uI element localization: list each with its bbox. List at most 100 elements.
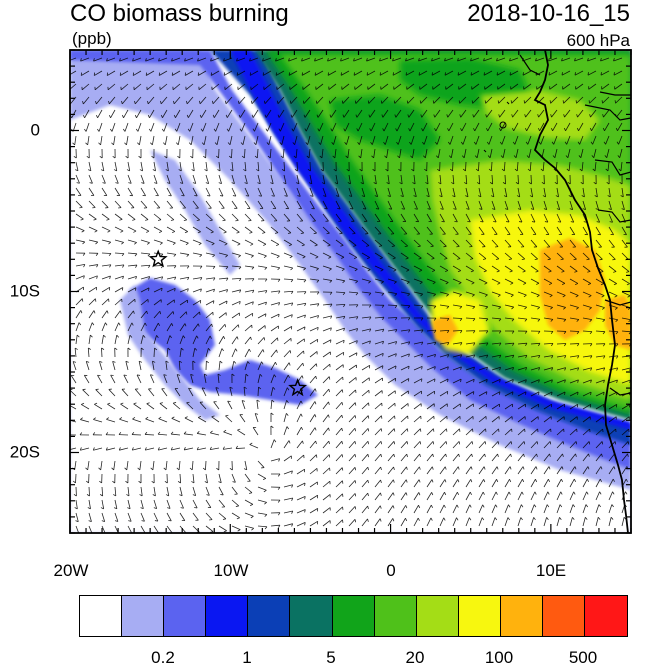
wind-barb-feather bbox=[353, 257, 358, 260]
wind-barb-feather bbox=[479, 208, 483, 210]
wind-barb-feather bbox=[420, 317, 424, 321]
wind-barb-feather bbox=[87, 507, 91, 510]
wind-barb bbox=[329, 96, 337, 104]
wind-barb-feather bbox=[235, 348, 238, 352]
wind-barb bbox=[218, 187, 224, 197]
wind-barb-feather bbox=[393, 100, 396, 104]
wind-barb bbox=[153, 226, 163, 232]
wind-barb-feather bbox=[460, 330, 463, 334]
wind-barb-feather bbox=[437, 168, 440, 172]
wind-barb bbox=[379, 57, 389, 62]
wind-barb-feather bbox=[240, 142, 244, 146]
wind-barb-feather bbox=[335, 195, 340, 197]
wind-barb bbox=[556, 441, 564, 449]
wind-barb bbox=[290, 96, 298, 104]
wind-barb-feather bbox=[99, 155, 103, 159]
wind-barb-feather bbox=[354, 480, 357, 484]
wind-barb bbox=[400, 466, 407, 475]
wind-barb-feather bbox=[495, 258, 499, 260]
wind-barb-feather bbox=[369, 128, 372, 132]
wind-barb-feather bbox=[563, 307, 566, 310]
wind-barb-feather bbox=[510, 282, 514, 285]
wind-barb-feather bbox=[291, 302, 294, 306]
wind-barb bbox=[121, 96, 129, 105]
wind-barb-feather bbox=[374, 195, 378, 197]
wind-barb bbox=[530, 213, 536, 223]
wind-barb bbox=[569, 391, 579, 397]
wind-barb bbox=[595, 517, 599, 527]
wind-barb-feather bbox=[549, 453, 551, 457]
wind-barb bbox=[101, 322, 106, 332]
wind-barb-feather bbox=[164, 155, 168, 159]
wind-barb-feather bbox=[100, 169, 105, 172]
wind-barb bbox=[525, 109, 532, 118]
wind-barb bbox=[400, 390, 409, 397]
wind-barb bbox=[517, 200, 522, 210]
wind-barb bbox=[542, 161, 545, 171]
wind-barb-feather bbox=[108, 241, 111, 245]
wind-barb-feather bbox=[81, 402, 85, 405]
wind-barb bbox=[348, 252, 358, 258]
wind-barb bbox=[283, 387, 288, 397]
wind-barb-feather bbox=[587, 58, 589, 62]
wind-barb-feather bbox=[600, 466, 603, 470]
wind-barb bbox=[530, 517, 535, 527]
wind-barb-feather bbox=[225, 254, 228, 258]
wind-barb-feather bbox=[618, 168, 622, 172]
wind-barb-feather bbox=[368, 114, 371, 118]
wind-barb bbox=[517, 252, 526, 260]
wind-barb-feather bbox=[159, 402, 163, 404]
wind-barb-feather bbox=[239, 301, 241, 305]
wind-barb bbox=[501, 135, 506, 145]
wind-barb-feather bbox=[172, 242, 176, 246]
wind-barb bbox=[517, 379, 527, 384]
wind-barb-feather bbox=[534, 491, 537, 495]
wind-barb bbox=[127, 239, 137, 243]
wind-barb-feather bbox=[470, 58, 472, 62]
wind-barb bbox=[582, 252, 590, 260]
wind-barb-feather bbox=[199, 100, 201, 104]
wind-barb bbox=[569, 403, 578, 410]
wind-barb bbox=[334, 148, 337, 158]
wind-barb bbox=[400, 365, 410, 371]
wind-barb-feather bbox=[603, 141, 606, 145]
wind-barb bbox=[569, 265, 578, 272]
wind-barb bbox=[335, 252, 345, 258]
wind-barb bbox=[158, 447, 168, 451]
wind-barb-feather bbox=[290, 267, 294, 271]
wind-barb bbox=[217, 374, 220, 384]
wind-barb-feather bbox=[112, 155, 116, 159]
colorbar-label-5: 5 bbox=[326, 648, 336, 667]
wind-barb bbox=[75, 226, 85, 231]
wind-barb-feather bbox=[399, 182, 403, 185]
wind-barb bbox=[292, 122, 298, 132]
wind-barb-feather bbox=[540, 168, 544, 172]
wind-barb bbox=[504, 479, 510, 488]
wind-barb bbox=[478, 317, 488, 320]
wind-barb-feather bbox=[184, 58, 186, 62]
wind-barb bbox=[171, 433, 181, 436]
wind-barb-feather bbox=[485, 318, 489, 322]
wind-barb bbox=[615, 96, 623, 104]
wind-barb-feather bbox=[345, 155, 349, 159]
wind-barb bbox=[205, 512, 213, 520]
wind-barb bbox=[621, 379, 631, 384]
wind-barb-feather bbox=[81, 230, 85, 233]
wind-barb bbox=[270, 337, 278, 345]
wind-barb-feather bbox=[359, 168, 363, 172]
wind-barb bbox=[309, 239, 318, 246]
wind-barb-feather bbox=[470, 466, 473, 470]
wind-barb-feather bbox=[265, 290, 268, 294]
wind-barb-feather bbox=[301, 426, 304, 431]
wind-barb-feather bbox=[134, 253, 138, 257]
wind-barb bbox=[348, 278, 358, 282]
wind-barb-feather bbox=[512, 367, 514, 371]
wind-barb bbox=[110, 374, 116, 384]
wind-barb bbox=[556, 367, 566, 371]
wind-barb-feather bbox=[614, 295, 618, 298]
wind-barb bbox=[114, 264, 124, 267]
wind-barb-feather bbox=[85, 467, 88, 471]
wind-barb-feather bbox=[206, 360, 209, 364]
wind-barb-feather bbox=[551, 367, 554, 371]
wind-barb bbox=[171, 57, 181, 62]
